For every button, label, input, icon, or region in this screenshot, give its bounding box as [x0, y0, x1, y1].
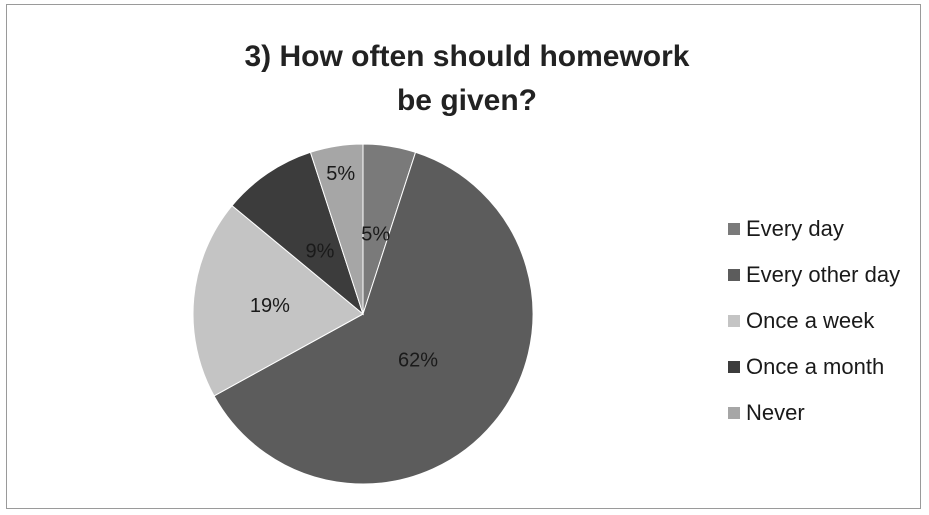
- chart-title-line-1: 3) How often should homework: [244, 40, 690, 73]
- legend-label: Every day: [746, 216, 844, 241]
- data-label-once-a-month: 9%: [306, 241, 335, 263]
- legend-swatch: [728, 269, 740, 281]
- legend-item-every-other-day: Every other day: [728, 252, 900, 298]
- data-label-every-day: 5%: [361, 223, 390, 245]
- legend-label: Never: [746, 400, 805, 425]
- legend-swatch: [728, 407, 740, 419]
- legend-swatch: [728, 315, 740, 327]
- chart-title: 3) How often should homework be given?: [167, 35, 767, 123]
- legend-item-once-a-week: Once a week: [728, 298, 900, 344]
- legend-label: Once a week: [746, 308, 875, 333]
- legend-swatch: [728, 361, 740, 373]
- data-label-once-a-week: 19%: [250, 295, 290, 317]
- legend-swatch: [728, 223, 740, 235]
- legend-item-never: Never: [728, 390, 900, 436]
- legend-item-every-day: Every day: [728, 206, 900, 252]
- pie-slice-once-a-week: [192, 204, 364, 397]
- legend-item-once-a-month: Once a month: [728, 344, 900, 390]
- chart-title-line-2: be given?: [396, 84, 538, 117]
- pie-slice-once-a-month: [231, 151, 365, 316]
- data-label-every-other-day: 62%: [398, 350, 438, 372]
- data-label-never: 5%: [326, 163, 355, 185]
- pie-slice-every-other-day: [213, 151, 534, 485]
- pie-slice-never: [309, 143, 364, 315]
- legend: Every day Every other day Once a week Once …: [728, 206, 900, 436]
- legend-label: Once a month: [746, 354, 885, 379]
- legend-label: Every other day: [746, 262, 901, 287]
